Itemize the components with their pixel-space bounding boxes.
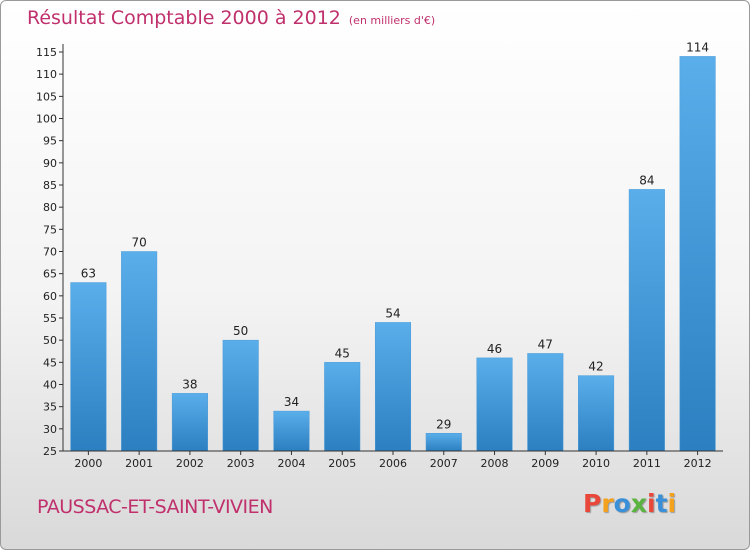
y-tick-label: 25 — [43, 445, 57, 458]
bar-value-label: 46 — [487, 342, 502, 356]
place-name: PAUSSAC-ET-SAINT-VIVIEN — [37, 496, 273, 518]
proxiti-logo[interactable]: Proxiti — [583, 489, 676, 518]
logo-letter: i — [647, 489, 656, 518]
y-tick-label: 100 — [36, 113, 57, 126]
x-tick-label: 2007 — [430, 457, 458, 470]
bar-value-label: 42 — [588, 360, 603, 374]
bar-2005 — [324, 362, 361, 452]
bar-value-label: 38 — [182, 377, 197, 391]
bar-value-label: 50 — [233, 324, 248, 338]
bar-value-label: 63 — [81, 267, 96, 281]
y-tick-label: 50 — [43, 334, 57, 347]
logo-letter: t — [655, 489, 668, 518]
x-tick-label: 2000 — [74, 457, 102, 470]
y-tick-label: 70 — [43, 246, 57, 259]
bar-value-label: 70 — [132, 236, 147, 250]
bars-group: 63 70 38 50 34 45 54 29 46 47 42 84 114 — [70, 40, 716, 452]
y-tick-label: 105 — [36, 90, 57, 103]
bar-2006 — [374, 322, 412, 452]
x-tick-label: 2011 — [633, 457, 661, 470]
x-tick-label: 2009 — [531, 457, 559, 470]
y-tick-label: 35 — [43, 401, 57, 414]
y-tick-label: 45 — [43, 356, 57, 369]
y-tick-label: 90 — [43, 157, 57, 170]
logo-letter: r — [601, 489, 614, 518]
x-tick-label: 2002 — [176, 457, 204, 470]
x-tick-label: 2008 — [481, 457, 509, 470]
bar-2002 — [171, 393, 208, 452]
x-tick-label: 2001 — [125, 457, 153, 470]
y-tick-label: 110 — [36, 68, 57, 81]
bar-value-label: 114 — [686, 40, 709, 54]
logo-letter: o — [613, 489, 631, 518]
bar-value-label: 45 — [335, 346, 350, 360]
x-axis: 2000 2001 2002 2003 2004 2005 2006 2007 2008 2009… — [63, 450, 723, 470]
logo-letter: x — [630, 489, 647, 518]
x-tick-label: 2006 — [379, 457, 407, 470]
chart-title-text: Résultat Comptable 2000 à 2012 — [27, 7, 341, 29]
bar-2012 — [679, 56, 716, 452]
y-axis: 25 30 35 40 45 50 55 60 65 70 75 80 85 90 95 100 105 110 1… — [36, 44, 64, 458]
bar-value-label: 29 — [436, 417, 451, 431]
y-tick-label: 55 — [43, 312, 57, 325]
bar-2010 — [578, 375, 615, 452]
logo-letter: P — [583, 489, 602, 518]
y-tick-label: 40 — [43, 379, 57, 392]
bar-2007 — [425, 433, 462, 452]
y-tick-label: 75 — [43, 223, 57, 236]
y-tick-label: 60 — [43, 290, 57, 303]
y-tick-label: 30 — [43, 423, 57, 436]
bar-2011 — [628, 189, 665, 452]
bar-value-label: 84 — [639, 173, 654, 187]
y-tick-label: 65 — [43, 268, 57, 281]
bar-2000 — [70, 282, 107, 452]
bar-value-label: 34 — [284, 395, 299, 409]
y-tick-label: 115 — [36, 46, 57, 59]
bar-value-label: 54 — [385, 306, 400, 320]
y-tick-label: 80 — [43, 201, 57, 214]
bar-2004 — [273, 410, 310, 452]
bar-value-label: 47 — [538, 337, 553, 351]
bar-2009 — [527, 353, 564, 452]
x-tick-label: 2005 — [328, 457, 356, 470]
x-tick-label: 2003 — [227, 457, 255, 470]
y-tick-label: 95 — [43, 135, 57, 148]
y-tick-label: 85 — [43, 179, 57, 192]
bar-2003 — [222, 339, 259, 452]
logo-letter: i — [667, 489, 677, 518]
bar-2008 — [476, 357, 513, 452]
x-tick-label: 2012 — [684, 457, 712, 470]
x-tick-label: 2004 — [277, 457, 305, 470]
chart-title: Résultat Comptable 2000 à 2012 (en millie… — [27, 7, 435, 29]
bar-2001 — [121, 251, 158, 452]
x-tick-label: 2010 — [582, 457, 610, 470]
chart-subtitle: (en milliers d'€) — [348, 14, 436, 27]
